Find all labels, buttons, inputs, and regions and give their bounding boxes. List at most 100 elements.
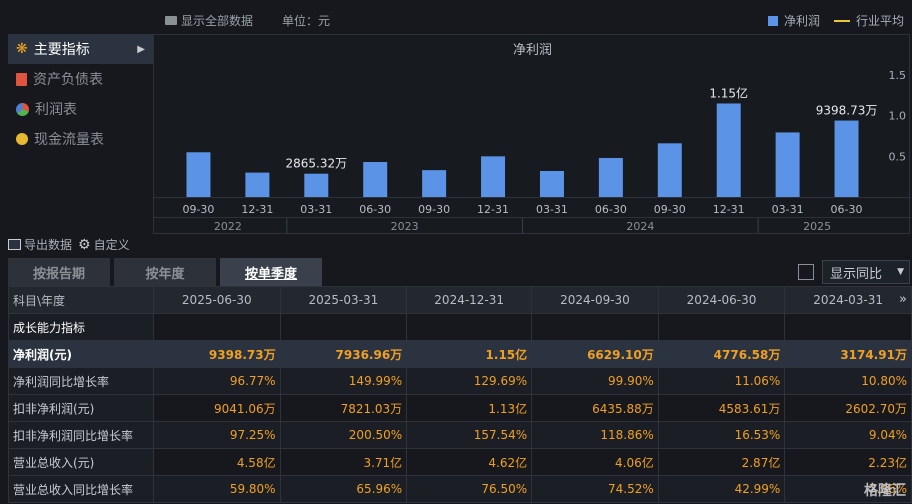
table-row: 成长能力指标 bbox=[8, 313, 912, 341]
watermark-logo: 格隆汇 bbox=[864, 483, 906, 499]
bar bbox=[304, 173, 329, 197]
bar bbox=[539, 170, 564, 197]
year-label: 2023 bbox=[391, 220, 419, 233]
x-tick-label: 06-30 bbox=[359, 203, 391, 216]
compare-checkbox[interactable] bbox=[798, 264, 814, 280]
header-first-cell: 科目\年度 bbox=[8, 286, 154, 314]
x-tick-label: 03-31 bbox=[536, 203, 568, 216]
column-header[interactable]: 2024-09-30 bbox=[531, 286, 659, 314]
bar bbox=[245, 172, 270, 197]
y-tick-label: 1.5 bbox=[889, 69, 907, 82]
y-tick-label: 1.0 bbox=[889, 110, 907, 123]
bar bbox=[186, 152, 211, 197]
column-header[interactable]: 2024-12-31 bbox=[406, 286, 533, 314]
table-cell: 157.54% bbox=[406, 421, 533, 449]
top-bar: 显示全部数据 单位：元 净利润 行业平均 bbox=[0, 0, 912, 34]
table-cell bbox=[784, 313, 912, 341]
row-label: 扣非净利润同比增长率 bbox=[8, 421, 154, 449]
row-label: 扣非净利润(元) bbox=[8, 394, 154, 422]
sidebar-item-cash-flow[interactable]: 现金流量表 bbox=[8, 124, 153, 154]
table-cell: 65.96% bbox=[279, 475, 408, 503]
tab-by-single-quarter[interactable]: 按单季度 bbox=[220, 258, 322, 286]
table-cell: 99.90% bbox=[531, 367, 659, 395]
legend-bar-swatch bbox=[767, 15, 778, 26]
table-cell: 4776.58万 bbox=[657, 340, 786, 368]
column-header-label: 2024-03-31 bbox=[813, 293, 884, 307]
table-cell bbox=[279, 313, 408, 341]
sidebar-item-income-statement[interactable]: 利润表 bbox=[8, 94, 153, 124]
year-label: 2024 bbox=[626, 220, 654, 233]
chevron-down-icon: ▼ bbox=[897, 267, 904, 277]
column-header[interactable]: 2025-03-31 bbox=[279, 286, 408, 314]
table-cell: 96.77% bbox=[153, 367, 281, 395]
table-row: 净利润(元) 9398.73万 7936.96万 1.15亿 6629.10万 4776.… bbox=[8, 340, 912, 368]
export-data-button[interactable]: 导出数据 bbox=[8, 236, 72, 253]
table-row: 净利润同比增长率 96.77% 149.99% 129.69% 99.90% 11.06%… bbox=[8, 367, 912, 395]
table-cell bbox=[153, 313, 281, 341]
table-cell: 2602.70万 bbox=[784, 394, 912, 422]
y-tick-label: 0.5 bbox=[889, 150, 907, 163]
table-cell: 16.53% bbox=[657, 421, 786, 449]
table-row: 扣非净利润同比增长率 97.25% 200.50% 157.54% 118.86% 16.… bbox=[8, 421, 912, 449]
x-tick-label: 06-30 bbox=[831, 203, 863, 216]
table-cell: 9041.06万 bbox=[153, 394, 281, 422]
legend-series-label: 净利润 bbox=[783, 14, 820, 28]
year-label: 2022 bbox=[214, 220, 242, 233]
sidebar-item-main-indicators[interactable]: ❋ 主要指标 ▶ bbox=[8, 34, 153, 64]
table-cell bbox=[531, 313, 659, 341]
legend-avg-label: 行业平均 bbox=[855, 14, 904, 28]
chart-legend: 净利润 行业平均 bbox=[767, 12, 904, 29]
tab-by-report-period[interactable]: 按报告期 bbox=[8, 258, 110, 286]
table-cell: 2.23亿 bbox=[784, 448, 912, 476]
year-label: 2025 bbox=[803, 220, 831, 233]
compare-select-value: 显示同比 bbox=[830, 266, 883, 282]
table-cell: 10.80% bbox=[784, 367, 912, 395]
x-tick-label: 03-31 bbox=[300, 203, 332, 216]
table-row: 营业总收入(元) 4.58亿 3.71亿 4.62亿 4.06亿 2.87亿 2.23亿 bbox=[8, 448, 912, 476]
column-header[interactable]: 2025-06-30 bbox=[153, 286, 281, 314]
row-label: 营业总收入同比增长率 bbox=[8, 475, 154, 503]
show-all-data-toggle[interactable]: 显示全部数据 bbox=[165, 12, 253, 29]
tab-by-year[interactable]: 按年度 bbox=[114, 258, 216, 286]
table-cell: 3.71亿 bbox=[279, 448, 408, 476]
bar bbox=[775, 132, 800, 197]
customize-button[interactable]: ⚙ 自定义 bbox=[78, 236, 130, 253]
export-label: 导出数据 bbox=[24, 238, 73, 252]
sidebar-item-label: 资产负债表 bbox=[33, 72, 103, 88]
table-cell: 97.25% bbox=[153, 421, 281, 449]
financial-table: 科目\年度 2025-06-30 2025-03-31 2024-12-31 2… bbox=[8, 286, 912, 503]
double-chevron-right-icon[interactable]: » bbox=[899, 292, 907, 307]
sidebar-item-balance-sheet[interactable]: 资产负债表 bbox=[8, 64, 153, 94]
gear-icon: ⚙ bbox=[78, 236, 91, 253]
bar bbox=[422, 170, 447, 197]
table-cell: 42.99% bbox=[657, 475, 786, 503]
table-cell: 9.04% bbox=[784, 421, 912, 449]
chat-bubble-icon bbox=[165, 16, 177, 25]
column-header-last[interactable]: 2024-03-31 » bbox=[784, 286, 912, 314]
bar bbox=[598, 157, 623, 197]
table-cell bbox=[406, 313, 533, 341]
table-cell: 118.86% bbox=[531, 421, 659, 449]
table-cell: 2.87亿 bbox=[657, 448, 786, 476]
column-header[interactable]: 2024-06-30 bbox=[657, 286, 786, 314]
chart-canvas: 0.5 1.0 1.5 09-30 12-31 03-31 2865.32万 06-30 09-… bbox=[154, 69, 911, 234]
show-all-label: 显示全部数据 bbox=[181, 14, 254, 28]
x-tick-label: 12-31 bbox=[713, 203, 745, 216]
bar bbox=[716, 103, 741, 197]
table-row: 扣非净利润(元) 9041.06万 7821.03万 1.13亿 6435.88万 458… bbox=[8, 394, 912, 422]
table-cell: 3174.91万 bbox=[784, 340, 912, 368]
table-cell: 200.50% bbox=[279, 421, 408, 449]
table-cell: 4.06亿 bbox=[531, 448, 659, 476]
x-tick-label: 12-31 bbox=[241, 203, 273, 216]
x-tick-label: 09-30 bbox=[418, 203, 450, 216]
net-profit-chart: 净利润 0.5 1.0 1.5 09-30 12-31 03-31 2865.32万 06-3… bbox=[153, 34, 911, 234]
tools-row: 导出数据 ⚙ 自定义 bbox=[8, 236, 130, 253]
table-cell: 1.15亿 bbox=[406, 340, 533, 368]
table-cell: 59.80% bbox=[153, 475, 281, 503]
compare-select[interactable]: 显示同比 ▼ bbox=[822, 260, 910, 284]
table-cell: 11.06% bbox=[657, 367, 786, 395]
period-tabs: 按报告期 按年度 按单季度 bbox=[8, 258, 912, 286]
flower-icon: ❋ bbox=[16, 41, 28, 57]
x-tick-label: 09-30 bbox=[654, 203, 686, 216]
table-cell: 129.69% bbox=[406, 367, 533, 395]
